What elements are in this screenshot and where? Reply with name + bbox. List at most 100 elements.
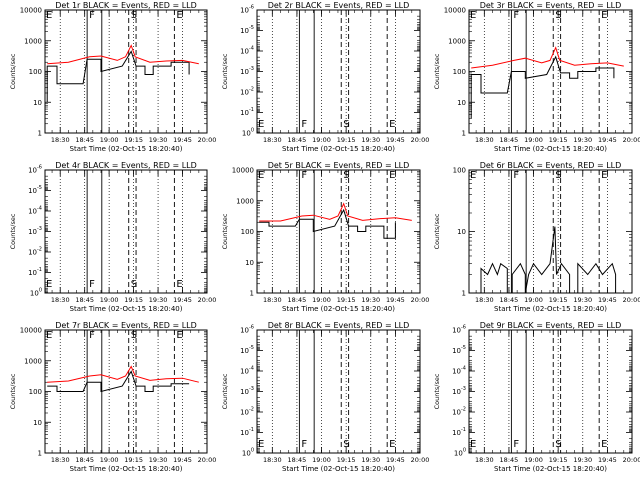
- y-tick-label: 10-3: [28, 226, 42, 236]
- y-tick-label: 100: [241, 228, 254, 236]
- y-tick-label: 10: [457, 99, 466, 107]
- x-tick-label: 19:45: [386, 296, 405, 304]
- marker-label: E: [470, 10, 476, 21]
- x-tick-label: 19:30: [361, 136, 380, 144]
- y-tick-label: 1: [462, 290, 466, 298]
- y-tick-label: 10-5: [452, 345, 466, 355]
- y-axis-label: Counts/sec: [433, 213, 441, 249]
- x-tick-label: 18:30: [51, 456, 70, 464]
- marker-label: F: [301, 170, 307, 181]
- y-axis-label: Counts/sec: [433, 53, 441, 89]
- x-tick-label: 19:45: [173, 136, 192, 144]
- y-tick-label: 10-4: [452, 366, 466, 376]
- y-tick-label: 1: [38, 450, 42, 458]
- chart-title: Det 6r BLACK = Events, RED = LLD: [480, 161, 622, 170]
- marker-label: E: [601, 170, 607, 181]
- x-tick-label: 19:30: [573, 136, 592, 144]
- x-tick-label: 19:15: [337, 136, 356, 144]
- y-tick-label: 10000: [20, 7, 42, 15]
- y-tick-label: 1000: [24, 357, 42, 365]
- marker-label: E: [601, 10, 607, 21]
- marker-label: S: [343, 439, 349, 450]
- x-tick-label: 19:00: [312, 296, 331, 304]
- marker-label: S: [555, 439, 561, 450]
- x-tick-label: 19:15: [124, 296, 143, 304]
- x-tick-label: 18:30: [51, 296, 70, 304]
- x-tick-label: 18:45: [288, 136, 307, 144]
- y-tick-label: 10-5: [240, 25, 254, 35]
- x-tick-label: 19:15: [337, 456, 356, 464]
- x-tick-label: 20:00: [623, 456, 640, 464]
- x-axis-label: Start Time (02-Oct-15 18:20:40): [282, 145, 395, 153]
- y-tick-label: 10-6: [452, 325, 466, 335]
- marker-label: F: [513, 10, 519, 21]
- y-tick-label: 10-1: [240, 427, 254, 437]
- x-tick-label: 19:30: [361, 456, 380, 464]
- marker-label: F: [89, 279, 95, 290]
- y-tick-label: 1: [462, 130, 466, 138]
- y-tick-label: 10-5: [240, 345, 254, 355]
- x-tick-label: 18:45: [500, 136, 519, 144]
- x-axis-label: Start Time (02-Oct-15 18:20:40): [282, 305, 395, 313]
- marker-label: E: [389, 119, 395, 130]
- panel-det-2r: Det 2r BLACK = Events, RED = LLD Counts/s…: [221, 1, 429, 153]
- x-tick-label: 20:00: [198, 136, 217, 144]
- y-tick-label: 10-5: [28, 185, 42, 195]
- marker-label: S: [343, 119, 349, 130]
- marker-label: E: [176, 279, 182, 290]
- y-tick-label: 100: [453, 68, 466, 76]
- y-tick-label: 10: [33, 419, 42, 427]
- x-tick-label: 19:00: [524, 456, 543, 464]
- marker-label: S: [555, 170, 561, 181]
- series-lld-line: [47, 365, 199, 383]
- y-tick-label: 10-6: [240, 325, 254, 335]
- y-axis-label: Counts/sec: [221, 373, 229, 409]
- y-tick-label: 100: [30, 288, 42, 298]
- marker-label: E: [258, 439, 264, 450]
- y-tick-label: 10-2: [452, 407, 466, 417]
- y-tick-label: 10-1: [28, 267, 42, 277]
- y-tick-label: 1: [38, 130, 42, 138]
- marker-label: S: [131, 279, 137, 290]
- marker-label: E: [46, 330, 52, 341]
- marker-label: E: [601, 439, 607, 450]
- x-tick-label: 18:30: [475, 136, 494, 144]
- y-tick-label: 10-3: [452, 386, 466, 396]
- y-tick-label: 10-6: [28, 165, 42, 175]
- panel-det-5r: Det 5r BLACK = Events, RED = LLD Counts/s…: [221, 161, 429, 313]
- y-axis-label: Counts/sec: [221, 213, 229, 249]
- y-tick-label: 10000: [232, 167, 254, 175]
- chart-title: Det 9r BLACK = Events, RED = LLD: [480, 321, 622, 330]
- x-tick-label: 20:00: [411, 456, 430, 464]
- x-tick-label: 19:00: [100, 136, 119, 144]
- x-tick-label: 18:45: [288, 296, 307, 304]
- series-lld-line: [47, 44, 199, 65]
- y-axis-label: Counts/sec: [9, 53, 17, 89]
- x-tick-label: 20:00: [198, 456, 217, 464]
- chart-title: Det 2r BLACK = Events, RED = LLD: [268, 1, 410, 10]
- x-tick-label: 19:45: [598, 296, 617, 304]
- x-tick-label: 18:30: [263, 456, 282, 464]
- y-tick-label: 10-1: [240, 107, 254, 117]
- x-tick-label: 19:00: [100, 296, 119, 304]
- y-tick-label: 10000: [20, 327, 42, 335]
- x-axis-label: Start Time (02-Oct-15 18:20:40): [70, 305, 183, 313]
- panel-det-7r: Det 7r BLACK = Events, RED = LLD Counts/s…: [9, 321, 216, 473]
- y-tick-label: 100: [453, 167, 466, 175]
- x-tick-label: 19:15: [337, 296, 356, 304]
- y-tick-label: 100: [454, 448, 466, 458]
- marker-label: S: [131, 330, 137, 341]
- x-tick-label: 18:45: [75, 456, 94, 464]
- y-tick-label: 10-4: [28, 206, 42, 216]
- x-tick-label: 18:30: [51, 136, 70, 144]
- y-axis-label: Counts/sec: [221, 53, 229, 89]
- marker-label: F: [89, 10, 95, 21]
- x-tick-label: 19:45: [173, 296, 192, 304]
- marker-label: E: [389, 439, 395, 450]
- x-tick-label: 19:45: [598, 456, 617, 464]
- y-tick-label: 1000: [236, 197, 254, 205]
- x-tick-label: 18:30: [475, 296, 494, 304]
- panel-det-9r: Det 9r BLACK = Events, RED = LLD Counts/s…: [433, 321, 640, 473]
- x-tick-label: 18:30: [263, 136, 282, 144]
- chart-title: Det 4r BLACK = Events, RED = LLD: [55, 161, 197, 170]
